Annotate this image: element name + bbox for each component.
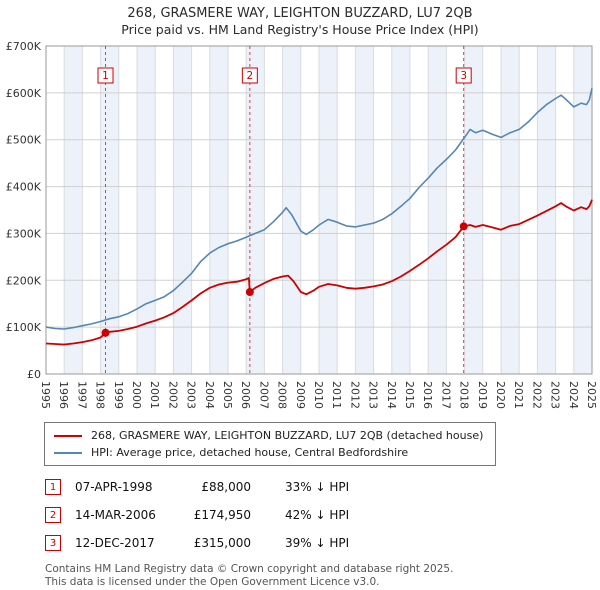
y-axis-label: £700K [6, 40, 42, 53]
y-axis-label: £500K [6, 134, 42, 147]
x-axis-label: 2020 [494, 381, 507, 409]
footer: Contains HM Land Registry data © Crown c… [45, 563, 600, 589]
x-axis-label: 2008 [276, 381, 289, 409]
x-axis-label: 2022 [530, 381, 543, 409]
year-band [464, 46, 483, 374]
transaction-price: £315,000 [193, 536, 251, 550]
legend-line-sample [54, 434, 82, 437]
transaction-date: 07-APR-1998 [75, 480, 153, 494]
chart-header: 268, GRASMERE WAY, LEIGHTON BUZZARD, LU7… [0, 0, 600, 38]
y-axis-label: £0 [27, 368, 41, 381]
year-band [209, 46, 228, 374]
transaction-number-badge: 1 [45, 479, 61, 495]
sale-number-box [241, 67, 258, 84]
plot-border [45, 45, 593, 375]
transaction-price: £174,950 [193, 508, 251, 522]
x-axis-label: 1998 [94, 381, 107, 409]
sale-number-label: 1 [102, 70, 109, 82]
transaction-row: 2 14-MAR-2006 £174,950 42% ↓ HPI [45, 507, 600, 523]
chart-legend: 268, GRASMERE WAY, LEIGHTON BUZZARD, LU7… [44, 422, 496, 466]
sale-number-label: 2 [246, 70, 253, 82]
sale-point [101, 328, 110, 337]
x-axis-label: 2014 [385, 381, 398, 409]
x-axis-label: 2004 [203, 381, 216, 409]
x-axis-label: 2002 [166, 381, 179, 409]
transaction-date: 14-MAR-2006 [75, 508, 156, 522]
transaction-row: 1 07-APR-1998 £88,000 33% ↓ HPI [45, 479, 600, 495]
x-axis-label: 2005 [221, 381, 234, 409]
year-band [428, 46, 447, 374]
legend-label: HPI: Average price, detached house, Cent… [91, 446, 409, 459]
year-band [501, 46, 520, 374]
x-axis-label: 1999 [112, 381, 125, 409]
x-axis-label: 2023 [549, 381, 562, 409]
year-band [319, 46, 338, 374]
x-axis-label: 2021 [512, 381, 525, 409]
series-line [45, 88, 593, 330]
x-axis-label: 2018 [458, 381, 471, 409]
transaction-date: 12-DEC-2017 [75, 536, 155, 550]
legend-item: HPI: Average price, detached house, Cent… [54, 444, 486, 461]
x-axis-label: 1995 [39, 381, 52, 409]
year-band [282, 46, 301, 374]
transaction-number-badge: 2 [45, 507, 61, 523]
transaction-number-badge: 3 [45, 535, 61, 551]
x-axis-label: 1997 [75, 381, 88, 409]
x-axis-label: 2012 [348, 381, 361, 409]
y-axis-label: £100K [6, 321, 42, 334]
sale-number-box [97, 67, 114, 84]
sale-number-label: 3 [460, 70, 467, 82]
x-axis-label: 2000 [130, 381, 143, 409]
y-axis-label: £400K [6, 181, 42, 194]
year-band [246, 46, 265, 374]
x-axis-label: 2006 [239, 381, 252, 409]
x-axis-label: 2001 [148, 381, 161, 409]
legend-line-sample [54, 451, 82, 454]
transaction-hpi-delta: 33% ↓ HPI [285, 480, 350, 494]
year-band [173, 46, 192, 374]
transaction-hpi-delta: 42% ↓ HPI [285, 508, 350, 522]
y-axis-label: £200K [6, 274, 42, 287]
sale-point [459, 222, 468, 231]
legend-item: 268, GRASMERE WAY, LEIGHTON BUZZARD, LU7… [54, 427, 486, 444]
x-axis-label: 2019 [476, 381, 489, 409]
x-axis-label: 2010 [312, 381, 325, 409]
year-band [100, 46, 119, 374]
x-axis-label: 2016 [421, 381, 434, 409]
transaction-row: 3 12-DEC-2017 £315,000 39% ↓ HPI [45, 535, 600, 551]
footer-copyright: Contains HM Land Registry data © Crown c… [45, 563, 454, 575]
y-axis-label: £300K [6, 227, 42, 240]
chart-subtitle: Price paid vs. HM Land Registry's House … [121, 22, 479, 37]
sale-number-box [455, 67, 472, 84]
legend-label: 268, GRASMERE WAY, LEIGHTON BUZZARD, LU7… [91, 429, 484, 442]
x-axis-label: 2009 [294, 381, 307, 409]
year-band [391, 46, 410, 374]
x-axis-label: 1996 [57, 381, 70, 409]
transactions-list: 1 07-APR-1998 £88,000 33% ↓ HPI 2 14-MAR-2006… [45, 479, 600, 551]
x-axis-label: 2011 [330, 381, 343, 409]
series-line [45, 199, 593, 346]
price-history-chart: 1 2 3 £0 £100K £200K £300K £400K £500K £600K £700K… [6, 40, 598, 409]
x-axis-label: 2013 [367, 381, 380, 409]
sale-point [245, 288, 254, 297]
x-axis-label: 2024 [567, 381, 580, 409]
y-axis-label: £600K [6, 87, 42, 100]
year-band [64, 46, 83, 374]
transaction-price: £88,000 [201, 480, 251, 494]
transaction-hpi-delta: 39% ↓ HPI [285, 536, 350, 550]
x-axis-label: 2003 [185, 381, 198, 409]
x-axis-label: 2015 [403, 381, 416, 409]
year-band [573, 46, 592, 374]
year-band [355, 46, 374, 374]
footer-licence: This data is licensed under the Open Gov… [45, 576, 380, 588]
page-title: 268, GRASMERE WAY, LEIGHTON BUZZARD, LU7… [127, 6, 473, 21]
x-axis-label: 2007 [257, 381, 270, 409]
x-axis-label: 2017 [439, 381, 452, 409]
year-band [137, 46, 156, 374]
x-axis-label: 2025 [585, 381, 598, 409]
